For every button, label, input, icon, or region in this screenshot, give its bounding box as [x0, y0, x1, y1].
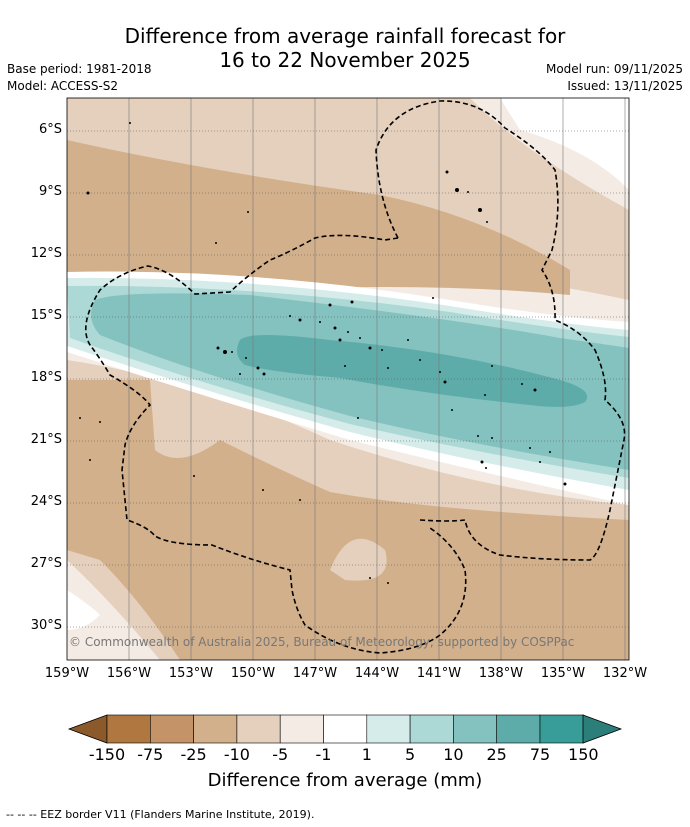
- islands: [79, 122, 567, 584]
- colorbar-tick-label: 75: [529, 745, 551, 764]
- colorbar-tick-label: 10: [443, 745, 464, 764]
- colorbar-tick-label: -75: [137, 745, 164, 764]
- latitude-label: 30°S: [30, 618, 62, 633]
- longitude-label: 159°W: [44, 666, 90, 681]
- colorbar-title: Difference from average (mm): [207, 770, 483, 791]
- longitude-label: 141°W: [416, 666, 462, 681]
- colorbar-segment: [323, 714, 368, 744]
- colorbar-tick-label: 25: [486, 745, 507, 764]
- colorbar-segment: [496, 714, 541, 744]
- model-name: Model: ACCESS-S2: [7, 79, 119, 93]
- colorbar-tick-label: -150: [88, 745, 126, 764]
- colorbar-tick-label: 150: [568, 745, 599, 764]
- longitude-label: 144°W: [354, 666, 400, 681]
- latitude-label: 21°S: [30, 432, 62, 447]
- colorbar-segment: [236, 714, 281, 744]
- latitude-label: 18°S: [30, 370, 62, 385]
- title-line-1: Difference from average rainfall forecas…: [124, 24, 566, 48]
- colorbar-tick-label: 1: [361, 745, 372, 764]
- latitude-label: 24°S: [30, 494, 62, 509]
- colorbar-segment: [453, 714, 497, 744]
- latitude-label: 12°S: [30, 246, 62, 261]
- title-line-2: 16 to 22 November 2025: [219, 48, 471, 72]
- model-run: Model run: 09/11/2025: [545, 62, 683, 76]
- colorbar-tick-label: 5: [405, 745, 416, 764]
- colorbar-segment: [539, 714, 584, 744]
- longitude-label: 132°W: [602, 666, 648, 681]
- eez-borders: [84, 100, 626, 654]
- map-frame: [66, 97, 630, 661]
- colorbar-high-extend: [582, 714, 623, 744]
- colorbar-tick-label: -1: [315, 745, 332, 764]
- longitude-label: 147°W: [292, 666, 338, 681]
- colorbar-segment: [366, 714, 411, 744]
- colorbar-tick-label: -10: [223, 745, 250, 764]
- colorbar-segment: [106, 714, 151, 744]
- latitude-label: 15°S: [30, 308, 62, 323]
- longitude-label: 150°W: [230, 666, 276, 681]
- colorbar-segment: [150, 714, 194, 744]
- colorbar-tick-label: -5: [272, 745, 289, 764]
- colorbar-low-extend: [67, 714, 108, 744]
- map-fill-layer: [67, 98, 629, 660]
- longitude-label: 153°W: [168, 666, 214, 681]
- longitude-gridlines: [128, 98, 626, 660]
- colorbar-segment: [193, 714, 238, 744]
- latitude-label: 9°S: [38, 184, 62, 199]
- latitude-label: 27°S: [30, 556, 62, 571]
- eez-footnote: -- -- -- EEZ border V11 (Flanders Marine…: [6, 808, 315, 821]
- latitude-gridlines: [67, 130, 629, 628]
- base-period: Base period: 1981-2018: [7, 62, 152, 76]
- copyright-notice: © Commonwealth of Australia 2025, Bureau…: [69, 635, 574, 649]
- issued-date: Issued: 13/11/2025: [567, 79, 683, 93]
- colorbar-tick-label: -25: [180, 745, 207, 764]
- longitude-label: 138°W: [478, 666, 524, 681]
- colorbar-segment: [409, 714, 454, 744]
- colorbar-segment: [279, 714, 324, 744]
- longitude-label: 156°W: [106, 666, 152, 681]
- colorbar: [67, 714, 623, 744]
- latitude-label: 6°S: [38, 122, 62, 137]
- longitude-label: 135°W: [540, 666, 586, 681]
